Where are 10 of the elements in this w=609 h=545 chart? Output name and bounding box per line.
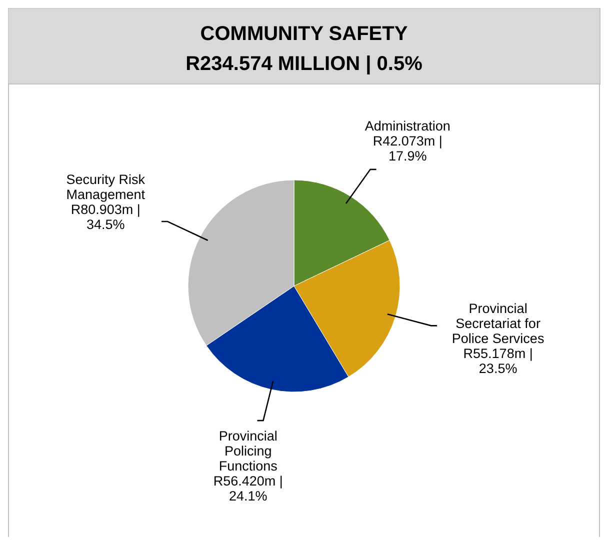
data-label: R55.178m | 23.5%: [463, 346, 533, 376]
data-label: R80.903m | 34.5%: [70, 202, 140, 232]
slice-label: Provincial Policing Functions: [218, 428, 278, 474]
chart-title: COMMUNITY SAFETY: [200, 23, 408, 45]
data-label: R42.073m | 17.9%: [372, 133, 442, 164]
slice-label: Security Risk Management: [66, 172, 146, 202]
slice-label: Provincial Secretariat for Police Services: [452, 300, 544, 346]
data-label: R56.420m | 24.1%: [213, 473, 283, 504]
slice-label: Administration: [364, 118, 450, 134]
chart-subtitle: R234.574 MILLION | 0.5%: [186, 53, 423, 75]
